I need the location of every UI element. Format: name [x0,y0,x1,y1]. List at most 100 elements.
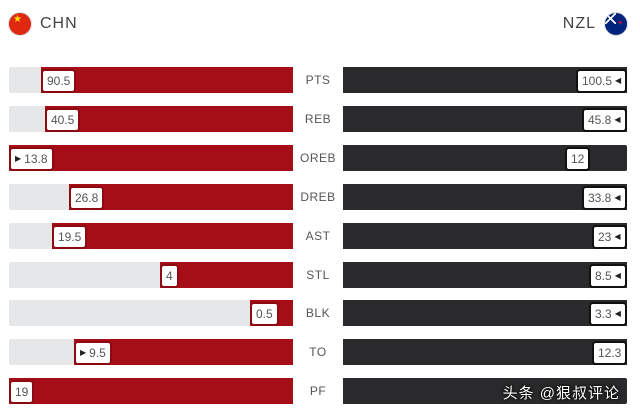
stat-label: BLK [305,306,331,321]
leader-arrow-icon: ▶ [15,153,22,163]
nzl-bar: 8.5 ◀ [343,261,627,288]
stat-row-oreb: ▶ 13.8 OREB 12 [0,144,640,171]
nzl-bar: 33.8 ◀ [343,183,627,210]
chn-bar: ▶ 9.5 [9,339,293,366]
nzl-bar: 3.3 ◀ [343,300,627,327]
stat-row-pf: 19 PF [0,378,640,405]
chn-value: 90.5 [47,74,71,88]
stat-label: REB [304,111,332,126]
nzl-value-badge[interactable]: 12.3 [592,341,628,366]
nzl-value-badge[interactable]: 100.5 ◀ [576,69,628,93]
watermark: 头条 @狠叔评论 [502,385,620,402]
nzl-value: 100.5 [582,74,613,88]
chn-value: 4 [166,268,173,283]
chn-bar: 0.5 [9,300,293,327]
chn-bar: ▶ 13.8 [9,144,293,171]
leader-arrow-icon: ◀ [614,192,621,202]
chn-value-badge[interactable]: 26.8 [69,185,105,210]
nzl-bar-fill [343,261,627,288]
nzl-value-badge[interactable]: 8.5 ◀ [589,263,627,288]
chn-value-badge[interactable]: 40.5 [45,107,81,132]
stat-label: TO [309,345,327,360]
chn-bar-fill [160,261,293,288]
stat-row-blk: 0.5 BLK 3.3 ◀ [0,300,640,327]
nzl-bar: 12 [343,144,627,171]
leader-arrow-icon: ◀ [614,309,621,319]
china-flag-icon [8,12,32,36]
stat-label: OREB [299,150,336,165]
stat-label: PF [309,384,327,399]
nzl-bar-fill [343,183,627,210]
nzl-value-badge[interactable]: 3.3 ◀ [589,302,627,327]
nzl-value: 3.3 [595,307,612,322]
nzl-bar: 12.3 [343,339,628,366]
nzl-bar-fill [343,339,627,366]
stat-label: AST [305,228,331,243]
chn-value-badge[interactable]: 19.5 [52,224,88,249]
stat-row-dreb: 26.8 DREB 33.8 ◀ [0,183,640,210]
chn-bar-fill [45,105,293,132]
leader-arrow-icon: ▶ [80,348,87,358]
chn-value: 19 [15,385,29,400]
chn-value: 19.5 [58,229,82,244]
chn-value-badge[interactable]: ▶ 13.8 [9,146,54,171]
leader-arrow-icon: ◀ [615,76,622,85]
nzl-bar-fill [343,378,576,405]
chn-bar-fill [52,222,293,249]
nzl-bar: 23 ◀ [343,222,627,249]
nzl-value-badge[interactable]: 45.8 ◀ [582,107,627,132]
nzl-bar-fill [343,222,627,249]
leader-arrow-icon: ◀ [614,114,621,124]
nzl-value: 8.5 [595,268,612,283]
stat-row-to: ▶ 9.5 TO 12.3 [0,339,640,366]
nzl-bar: 100.5 ◀ [343,67,628,93]
nzl-value: 12 [571,151,585,166]
team-chn-name: CHN [40,15,78,32]
nzl-bar-fill [343,144,590,171]
stat-row-pts: 90.5 PTS 100.5 ◀ [0,67,640,93]
chn-bar-fill [69,183,293,210]
chn-value-badge[interactable]: 90.5 [41,69,77,93]
nzl-bar [343,378,627,405]
stat-row-reb: 40.5 REB 45.8 ◀ [0,105,640,132]
nzl-value-badge[interactable]: 23 ◀ [592,224,627,249]
nzl-bar-fill [343,105,627,132]
chn-value: 9.5 [89,346,106,361]
new-zealand-flag-icon [604,12,628,36]
stat-label: STL [306,267,330,282]
chn-bar-fill [9,144,293,171]
chn-bar: 40.5 [9,105,293,132]
chn-value: 40.5 [51,112,75,127]
chn-bar: 19.5 [9,222,293,249]
chn-value-badge[interactable]: 0.5 [250,302,279,327]
chn-bar-fill [41,67,293,93]
chn-value: 26.8 [75,190,99,205]
chn-value-badge[interactable]: ▶ 9.5 [74,341,112,366]
chn-bar: 4 [9,261,293,288]
nzl-bar: 45.8 ◀ [343,105,627,132]
chn-bar-fill [9,378,293,405]
nzl-value: 12.3 [598,346,622,361]
stat-label: PTS [305,73,331,87]
team-nzl[interactable]: NZL [563,12,628,36]
stat-label: DREB [300,189,336,204]
stat-row-ast: 19.5 AST 23 ◀ [0,222,640,249]
chn-value-badge[interactable]: 4 [160,263,179,288]
team-chn[interactable]: CHN [8,12,78,36]
leader-arrow-icon: ◀ [614,270,621,280]
stat-row-stl: 4 STL 8.5 ◀ [0,261,640,288]
team-nzl-name: NZL [562,15,596,32]
nzl-value: 33.8 [588,190,612,205]
nzl-value: 23 [598,229,612,244]
chn-value: 13.8 [24,151,48,166]
leader-arrow-icon: ◀ [614,231,621,241]
chn-bar: 19 [9,378,293,405]
chn-bar: 90.5 [9,67,293,93]
nzl-value-badge[interactable]: 33.8 ◀ [582,185,627,210]
nzl-bar-fill [343,300,627,327]
chn-value: 0.5 [256,307,273,322]
chn-bar: 26.8 [9,183,293,210]
nzl-value-badge[interactable]: 12 [565,146,591,171]
chn-value-badge[interactable]: 19 [9,380,35,405]
nzl-value: 45.8 [588,112,612,127]
